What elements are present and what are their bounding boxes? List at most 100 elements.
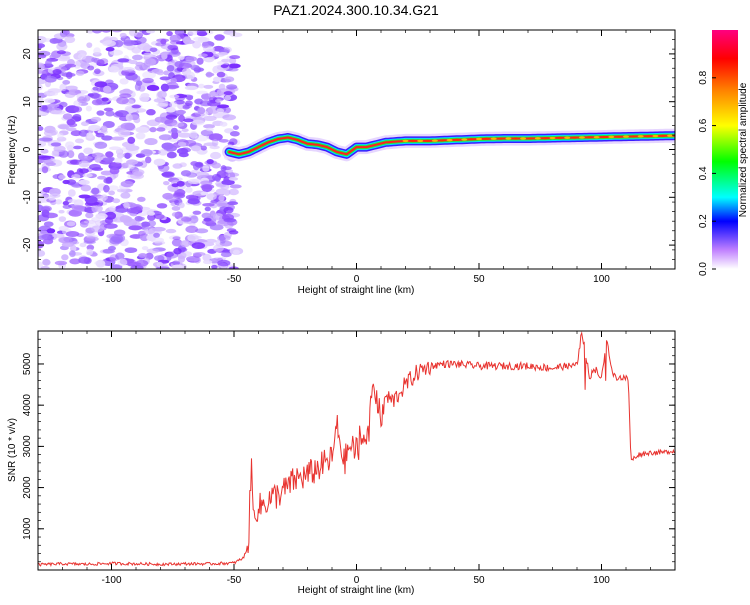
noise-blob: [85, 212, 94, 219]
noise-blob: [200, 184, 215, 190]
noise-blob: [88, 124, 101, 132]
noise-blob: [229, 32, 243, 38]
signal-hotspot: [556, 136, 563, 140]
noise-blob: [158, 134, 173, 141]
noise-blob: [198, 83, 205, 89]
noise-blob: [172, 163, 183, 169]
noise-blob: [61, 242, 74, 248]
noise-blob: [202, 260, 213, 265]
noise-blob: [38, 261, 44, 269]
signal-hotspot: [608, 135, 615, 139]
noise-blob: [203, 217, 212, 222]
noise-blob: [97, 175, 107, 180]
noise-blob: [101, 97, 109, 102]
noise-blob: [185, 225, 199, 234]
noise-blob: [188, 235, 202, 240]
noise-blob: [203, 84, 214, 89]
noise-blob: [137, 196, 146, 202]
noise-blob: [199, 100, 212, 107]
noise-blob: [166, 151, 177, 159]
noise-blob: [45, 59, 52, 67]
noise-blob: [143, 226, 156, 235]
x-tick-label: -50: [227, 274, 242, 285]
noise-blob: [220, 184, 230, 190]
noise-blob: [203, 115, 217, 122]
noise-blob: [166, 64, 175, 72]
noise-blob: [216, 71, 226, 78]
y-tick-label: -20: [22, 237, 33, 252]
noise-blob: [171, 131, 179, 140]
noise-blob: [39, 104, 48, 112]
noise-blob: [220, 64, 229, 69]
noise-blob: [229, 184, 242, 189]
noise-blob: [74, 138, 85, 144]
signal-hotspot: [424, 139, 431, 143]
noise-blob: [54, 199, 63, 205]
noise-blob: [85, 236, 99, 242]
noise-blob: [220, 251, 232, 258]
noise-blob: [83, 147, 94, 155]
signal-hotspot: [402, 139, 409, 143]
noise-blob: [115, 208, 129, 213]
noise-blob: [156, 261, 163, 268]
noise-blob: [154, 255, 165, 262]
noise-blob: [170, 77, 178, 84]
noise-blob: [147, 211, 156, 216]
noise-blob: [197, 107, 206, 115]
noise-blob: [40, 265, 50, 269]
noise-blob: [137, 216, 145, 221]
noise-blob: [200, 145, 207, 151]
noise-blob: [123, 41, 138, 45]
noise-blob: [122, 152, 133, 158]
signal-hotspot: [645, 134, 652, 138]
noise-blob: [107, 246, 116, 251]
noise-blob: [176, 148, 189, 155]
noise-blob: [168, 50, 181, 57]
noise-blob: [75, 70, 85, 76]
noise-blob: [104, 211, 117, 220]
colorbar-tick-label: 0.8: [698, 70, 709, 84]
noise-blob: [203, 124, 216, 129]
noise-blob: [103, 107, 114, 112]
noise-blob: [147, 213, 156, 221]
noise-blob: [212, 244, 224, 253]
noise-blob: [185, 172, 198, 178]
noise-blob: [178, 62, 193, 69]
noise-blob: [85, 105, 92, 112]
spectrogram-y-ticks: -20 -10 0 10 20: [22, 29, 675, 270]
noise-blob: [159, 76, 171, 81]
noise-blob: [135, 132, 146, 140]
noise-blob: [195, 161, 204, 168]
noise-blob: [38, 50, 51, 57]
noise-blob: [100, 125, 108, 133]
x-tick-label: 50: [473, 575, 485, 586]
noise-blob: [205, 71, 213, 78]
noise-blob: [115, 110, 129, 117]
noise-blob: [218, 138, 229, 143]
noise-blob: [91, 99, 103, 106]
noise-blob: [120, 192, 131, 199]
noise-blob: [171, 183, 179, 188]
noise-blob: [208, 133, 223, 142]
noise-blob: [94, 155, 102, 163]
noise-blob: [223, 91, 233, 96]
noise-blob: [155, 42, 167, 47]
noise-blob: [191, 119, 205, 126]
noise-blob: [79, 242, 87, 248]
noise-blob: [71, 173, 81, 180]
noise-blob: [87, 65, 95, 71]
noise-blob: [38, 126, 44, 132]
noise-blob: [171, 205, 181, 211]
noise-blob: [86, 30, 94, 34]
noise-blob: [111, 136, 125, 141]
noise-blob: [87, 93, 94, 97]
snr-panel: -100 -50 0 50 100 1000 2000 3000 4000 5000 Heigh…: [7, 330, 676, 596]
signal-hotspot: [593, 135, 600, 139]
noise-blob: [222, 114, 237, 121]
noise-blob: [80, 121, 89, 127]
noise-blob: [228, 177, 239, 181]
noise-blob: [101, 30, 112, 33]
noise-blob: [142, 77, 154, 84]
noise-blob: [135, 259, 149, 267]
noise-blob: [202, 253, 212, 262]
